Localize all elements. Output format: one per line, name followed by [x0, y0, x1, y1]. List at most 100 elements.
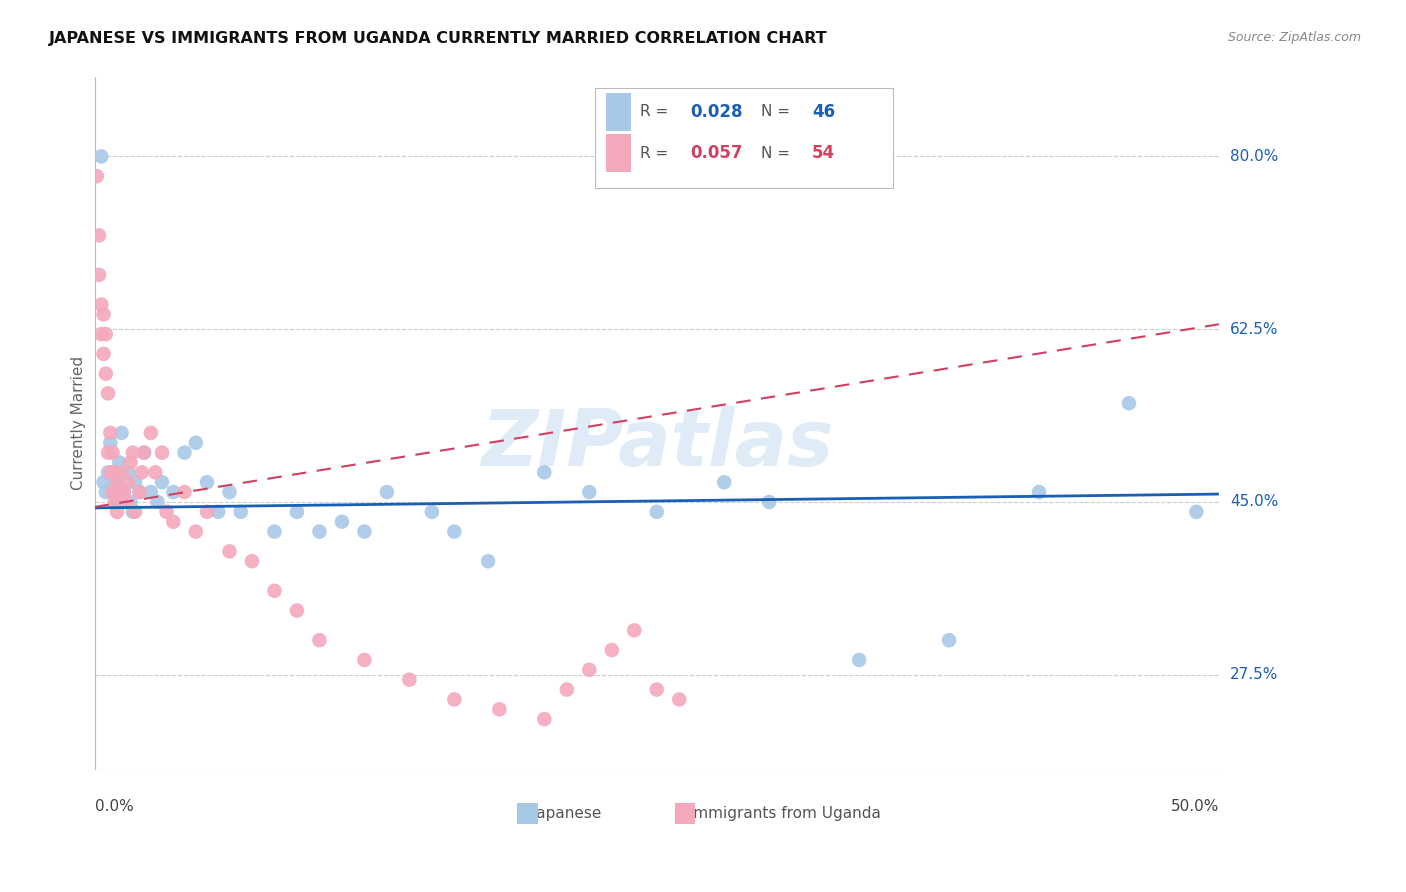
Point	[758, 495, 780, 509]
Point	[645, 505, 668, 519]
Point	[97, 466, 120, 480]
Point	[124, 505, 146, 519]
Point	[128, 485, 150, 500]
Text: 0.057: 0.057	[690, 145, 742, 162]
Point	[108, 485, 131, 500]
Point	[87, 228, 110, 243]
Point	[121, 505, 143, 519]
Point	[477, 554, 499, 568]
Point	[104, 466, 127, 480]
Bar	[606, 93, 631, 131]
Point	[848, 653, 870, 667]
Point	[90, 327, 112, 342]
Text: 27.5%: 27.5%	[1230, 667, 1278, 682]
Point	[263, 524, 285, 539]
Point	[308, 633, 330, 648]
Text: 46: 46	[811, 103, 835, 121]
FancyBboxPatch shape	[595, 87, 893, 188]
Point	[353, 524, 375, 539]
Point	[555, 682, 578, 697]
Point	[162, 485, 184, 500]
Point	[285, 603, 308, 617]
Point	[143, 466, 166, 480]
Point	[443, 692, 465, 706]
Point	[105, 505, 128, 519]
Point	[668, 692, 690, 706]
Point	[117, 475, 139, 490]
Point	[132, 445, 155, 459]
Text: N =: N =	[761, 146, 796, 161]
Point	[87, 268, 110, 282]
Point	[101, 485, 124, 500]
Y-axis label: Currently Married: Currently Married	[72, 356, 86, 490]
Point	[155, 505, 177, 519]
Point	[128, 485, 150, 500]
Point	[131, 466, 153, 480]
Point	[533, 712, 555, 726]
Bar	[675, 803, 695, 824]
Text: R =: R =	[640, 104, 673, 120]
Point	[112, 485, 135, 500]
Point	[110, 425, 132, 440]
Point	[938, 633, 960, 648]
Point	[93, 347, 115, 361]
Point	[488, 702, 510, 716]
Text: JAPANESE VS IMMIGRANTS FROM UGANDA CURRENTLY MARRIED CORRELATION CHART: JAPANESE VS IMMIGRANTS FROM UGANDA CURRE…	[49, 31, 828, 46]
Point	[98, 435, 121, 450]
Point	[120, 495, 142, 509]
Text: R =: R =	[640, 146, 673, 161]
Point	[97, 445, 120, 459]
Point	[229, 505, 252, 519]
Point	[98, 425, 121, 440]
Point	[578, 663, 600, 677]
Point	[218, 544, 240, 558]
Point	[713, 475, 735, 490]
Point	[308, 524, 330, 539]
Point	[101, 485, 124, 500]
Point	[150, 445, 173, 459]
Text: 45.0%: 45.0%	[1230, 494, 1278, 509]
Point	[117, 466, 139, 480]
Point	[578, 485, 600, 500]
Point	[93, 475, 115, 490]
Point	[184, 435, 207, 450]
Point	[93, 307, 115, 321]
Point	[101, 445, 124, 459]
Point	[97, 386, 120, 401]
Text: Source: ZipAtlas.com: Source: ZipAtlas.com	[1227, 31, 1361, 45]
Point	[1118, 396, 1140, 410]
Point	[1028, 485, 1050, 500]
Point	[240, 554, 263, 568]
Point	[90, 297, 112, 311]
Point	[353, 653, 375, 667]
Text: 50.0%: 50.0%	[1171, 799, 1219, 814]
Bar	[517, 803, 537, 824]
Point	[112, 485, 135, 500]
Point	[104, 495, 127, 509]
Text: 62.5%: 62.5%	[1230, 322, 1278, 336]
Text: Immigrants from Uganda: Immigrants from Uganda	[679, 806, 882, 821]
Point	[443, 524, 465, 539]
Point	[173, 485, 195, 500]
Point	[146, 495, 169, 509]
Text: 0.028: 0.028	[690, 103, 742, 121]
Point	[195, 475, 218, 490]
Text: ZIPatlas: ZIPatlas	[481, 406, 832, 482]
Point	[121, 445, 143, 459]
Point	[139, 485, 162, 500]
Text: Japanese: Japanese	[522, 806, 602, 821]
Bar	[606, 135, 631, 172]
Point	[263, 583, 285, 598]
Point	[94, 485, 117, 500]
Point	[124, 475, 146, 490]
Point	[420, 505, 443, 519]
Point	[90, 149, 112, 163]
Point	[184, 524, 207, 539]
Point	[86, 169, 108, 183]
Point	[1185, 505, 1208, 519]
Point	[120, 455, 142, 469]
Text: 0.0%: 0.0%	[94, 799, 134, 814]
Point	[110, 466, 132, 480]
Point	[600, 643, 623, 657]
Text: 54: 54	[811, 145, 835, 162]
